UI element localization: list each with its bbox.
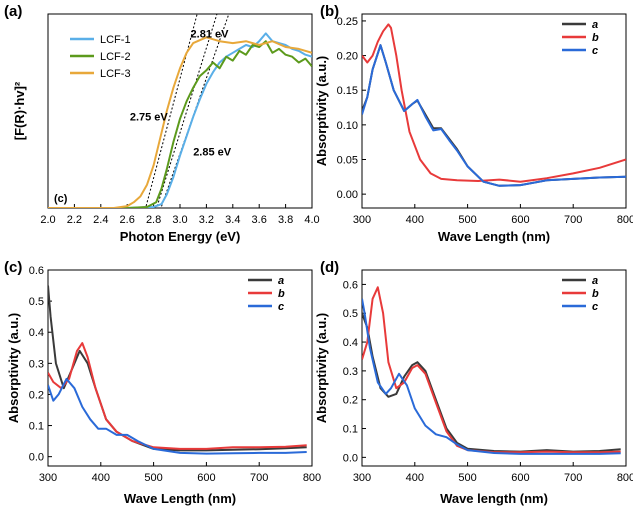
y-tick-label-b: 0.15: [337, 85, 358, 97]
x-tick-label-a: 3.6: [252, 214, 267, 226]
x-tick-label-a: 3.8: [278, 214, 293, 226]
series-line-b-a: [362, 44, 626, 187]
x-tick-label-c: 300: [39, 472, 57, 484]
legend-label-b-c: c: [592, 45, 598, 57]
y-tick-label-c: 0.6: [29, 265, 44, 277]
y-axis-title-b: Absorptivity (a.u.): [314, 56, 329, 167]
series-line-b-b: [362, 23, 626, 183]
series-line-c-c: [48, 377, 307, 455]
y-tick-label-d: 0.5: [343, 308, 358, 320]
x-tick-label-a: 2.8: [146, 214, 161, 226]
y-tick-label-b: 0.20: [337, 51, 358, 63]
legend-label-d-b: b: [592, 288, 599, 300]
x-tick-label-b: 600: [511, 214, 529, 226]
y-axis-title-a: [F(R)·hv]²: [12, 81, 27, 140]
y-axis-title-d: Absorptivity (a.u.): [314, 313, 329, 424]
y-tick-label-d: 0.0: [343, 452, 358, 464]
legend-label-d-a: a: [592, 275, 598, 287]
panel-label-b: (b): [320, 3, 339, 20]
series-line-a-LCF-3: [48, 36, 312, 208]
x-tick-label-b: 400: [406, 214, 424, 226]
y-tick-label-b: 0.10: [337, 120, 358, 132]
x-tick-label-d: 300: [353, 472, 371, 484]
x-axis-title-a: Photon Energy (eV): [120, 229, 241, 244]
legend-label-a-LCF-3: LCF-3: [100, 68, 131, 80]
x-axis-title-d: Wave length (nm): [440, 491, 548, 506]
y-tick-label-c: 0.3: [29, 358, 44, 370]
y-axis-title-c: Absorptivity (a.u.): [6, 313, 21, 424]
x-tick-label-a: 3.4: [225, 214, 240, 226]
y-tick-label-c: 0.1: [29, 421, 44, 433]
x-tick-label-c: 700: [250, 472, 268, 484]
panel-label-a: (a): [4, 3, 22, 20]
plot-frame-c: [47, 269, 313, 467]
x-axis-title-b: Wave Length (nm): [438, 229, 550, 244]
x-tick-label-a: 3.0: [172, 214, 187, 226]
annotation-a: 2.81 eV: [191, 28, 230, 40]
legend-label-c-c: c: [278, 301, 284, 313]
legend-label-a-LCF-2: LCF-2: [100, 51, 131, 63]
y-tick-label-b: 0.25: [337, 16, 358, 28]
legend-label-c-b: b: [278, 288, 285, 300]
y-tick-label-c: 0.5: [29, 296, 44, 308]
panel-label-d: (d): [320, 259, 339, 276]
series-line-a-LCF-2: [48, 40, 312, 208]
y-tick-label-b: 0.00: [337, 189, 358, 201]
panel-label-c: (c): [4, 259, 22, 276]
plot-frame-d: [361, 269, 627, 467]
plot-frame-a: [47, 13, 313, 209]
tangent-line-a: [145, 14, 198, 208]
x-tick-label-d: 400: [406, 472, 424, 484]
legend-label-c-a: a: [278, 275, 284, 287]
x-tick-label-c: 400: [92, 472, 110, 484]
y-tick-label-d: 0.2: [343, 395, 358, 407]
x-tick-label-a: 2.2: [67, 214, 82, 226]
annotation-a: 2.85 eV: [193, 147, 232, 159]
x-tick-label-b: 800: [617, 214, 633, 226]
legend-label-d-c: c: [592, 301, 598, 313]
x-tick-label-d: 600: [511, 472, 529, 484]
corner-text-a: (c): [54, 193, 68, 205]
x-tick-label-a: 2.4: [93, 214, 108, 226]
legend-label-b-a: a: [592, 19, 598, 31]
y-tick-label-d: 0.1: [343, 424, 358, 436]
y-tick-label-c: 0.0: [29, 452, 44, 464]
x-axis-title-c: Wave Length (nm): [124, 491, 236, 506]
series-line-b-c: [362, 44, 626, 187]
tangent-line-a: [156, 14, 218, 208]
series-line-d-b: [362, 286, 621, 454]
x-tick-label-d: 800: [617, 472, 633, 484]
x-tick-label-d: 500: [458, 472, 476, 484]
x-tick-label-c: 600: [197, 472, 215, 484]
legend-label-b-b: b: [592, 32, 599, 44]
x-tick-label-d: 700: [564, 472, 582, 484]
y-tick-label-d: 0.4: [343, 337, 358, 349]
x-tick-label-a: 3.2: [199, 214, 214, 226]
annotation-a: 2.75 eV: [130, 112, 169, 124]
x-tick-label-a: 2.0: [40, 214, 55, 226]
legend-label-a-LCF-1: LCF-1: [100, 34, 131, 46]
y-tick-label-d: 0.3: [343, 366, 358, 378]
x-tick-label-a: 4.0: [304, 214, 319, 226]
series-line-c-b: [48, 342, 307, 450]
x-tick-label-a: 2.6: [120, 214, 135, 226]
x-tick-label-c: 800: [303, 472, 321, 484]
y-tick-label-b: 0.05: [337, 155, 358, 167]
x-tick-label-b: 700: [564, 214, 582, 226]
x-tick-label-b: 300: [353, 214, 371, 226]
x-tick-label-b: 500: [458, 214, 476, 226]
x-tick-label-c: 500: [144, 472, 162, 484]
series-line-d-c: [362, 298, 621, 455]
series-line-d-a: [362, 312, 621, 453]
y-tick-label-c: 0.4: [29, 327, 44, 339]
series-line-c-a: [48, 285, 307, 452]
y-tick-label-d: 0.6: [343, 279, 358, 291]
y-tick-label-c: 0.2: [29, 389, 44, 401]
